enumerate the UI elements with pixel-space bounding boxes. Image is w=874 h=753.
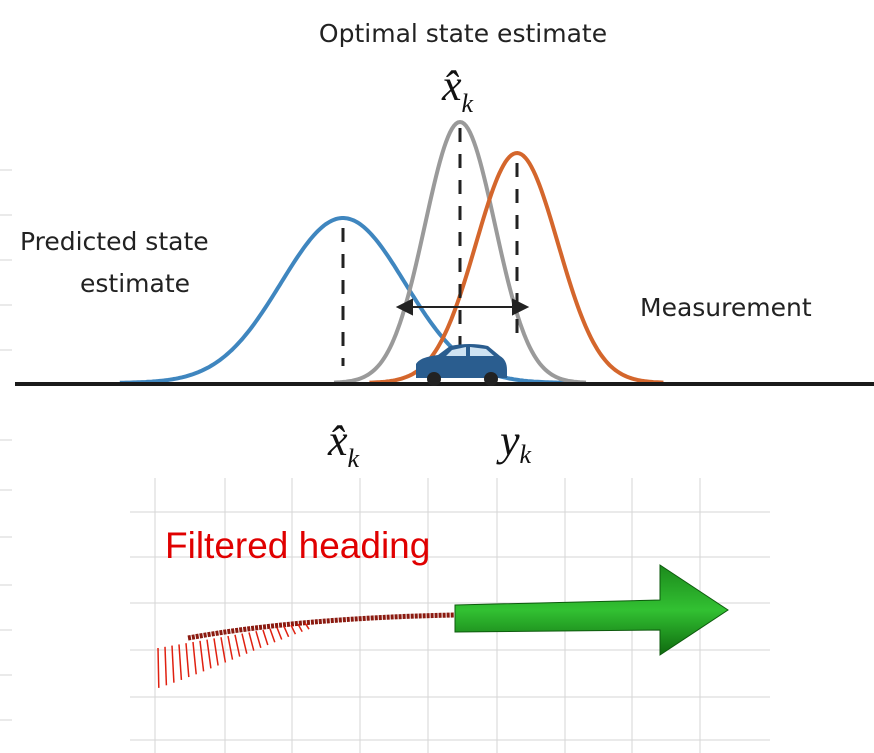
- curve: [333, 119, 587, 385]
- axis-label: x̂k: [327, 416, 360, 473]
- heading-sample: [297, 623, 303, 633]
- heading-sample: [185, 643, 190, 678]
- heading-sample: [213, 638, 219, 666]
- title: Optimal state estimate: [319, 19, 607, 48]
- heading-sample: [227, 635, 234, 660]
- subscript: k: [462, 89, 474, 118]
- symbol: y: [496, 416, 520, 465]
- heading-arrow: [454, 564, 729, 656]
- heading-sample: [283, 626, 290, 638]
- car: [416, 344, 507, 386]
- measurement-label: Measurement: [640, 293, 812, 322]
- subscript: k: [348, 444, 360, 473]
- left-ticks: [0, 169, 12, 721]
- heading-sample: [178, 644, 183, 680]
- heading-sample: [248, 632, 255, 651]
- heading-sample: [171, 645, 175, 683]
- predicted-label: Predicted state: [20, 227, 209, 256]
- heading-sample: [220, 637, 227, 663]
- heading-sample: [255, 630, 262, 649]
- dashed-lines: [341, 128, 519, 366]
- trajectory-line: [187, 612, 456, 641]
- double-arrow: [395, 298, 530, 316]
- symbol: x̂: [327, 416, 348, 465]
- heading-sample: [164, 646, 168, 686]
- heading-sample: [269, 628, 276, 643]
- axis-label: yk: [496, 416, 532, 469]
- heading-sample: [234, 634, 241, 657]
- heading-sample: [199, 640, 205, 672]
- heading-sample: [304, 622, 310, 630]
- heading-sample: [157, 647, 160, 688]
- heading-sample: [241, 633, 248, 654]
- heading-sample: [262, 629, 269, 646]
- predicted-label: estimate: [80, 269, 190, 298]
- trajectory: [157, 612, 456, 688]
- symbol: x̂: [441, 61, 462, 110]
- heading-sample: [206, 639, 212, 669]
- heading-sample: [192, 641, 197, 675]
- heading-sample: [276, 627, 283, 640]
- subscript: k: [520, 440, 532, 469]
- heading-sample: [290, 624, 297, 635]
- optimal-label: x̂k: [441, 61, 474, 118]
- heading-label: Filtered heading: [165, 525, 430, 566]
